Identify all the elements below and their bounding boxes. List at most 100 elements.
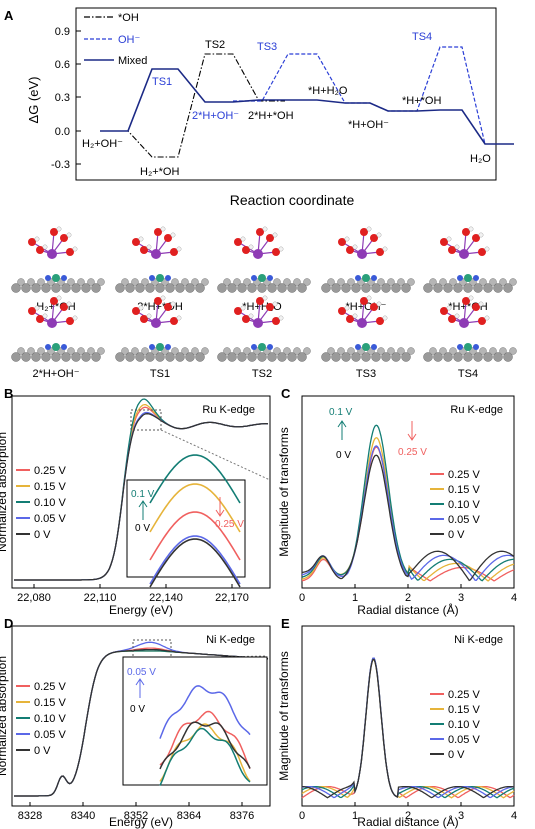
panel-b-xtick-label: 22,140 bbox=[149, 592, 183, 604]
h-atom bbox=[446, 305, 452, 311]
carbon-atom bbox=[191, 347, 199, 355]
panel-b-legend-label: 0.15 V bbox=[34, 481, 66, 493]
panel-d-title: Ni K-edge bbox=[206, 634, 255, 646]
h-atom bbox=[138, 236, 144, 242]
carbon-atom bbox=[473, 283, 483, 293]
carbon-atom bbox=[283, 278, 291, 286]
panel-b-xtick-label: 22,110 bbox=[84, 592, 117, 604]
o-atom bbox=[140, 315, 148, 323]
h-atom bbox=[366, 295, 372, 301]
o-atom bbox=[66, 317, 74, 325]
panel-d-series-v0 bbox=[14, 648, 269, 797]
ni-atom bbox=[362, 274, 370, 282]
panel-b-inset-base-label: 0 V bbox=[135, 523, 150, 534]
carbon-atom bbox=[439, 278, 447, 286]
carbon-atom bbox=[81, 352, 91, 362]
n-atom bbox=[355, 275, 361, 281]
o-atom bbox=[234, 238, 242, 246]
o-atom bbox=[478, 317, 486, 325]
o-atom bbox=[266, 234, 274, 242]
panel-b-inset-series-v0 bbox=[149, 538, 241, 588]
o-atom bbox=[472, 303, 480, 311]
carbon-atom bbox=[171, 347, 179, 355]
panel-b-curves bbox=[14, 398, 269, 581]
o-atom bbox=[140, 246, 148, 254]
carbon-atom bbox=[433, 283, 443, 293]
o-atom bbox=[50, 228, 58, 236]
carbon-atom bbox=[377, 278, 385, 286]
carbon-atom bbox=[141, 278, 149, 286]
panel-e-series-v005 bbox=[301, 657, 515, 799]
carbon-atom bbox=[503, 352, 513, 362]
panel-b-ylabel: Normalized absorption bbox=[0, 432, 9, 552]
carbon-atom bbox=[121, 347, 129, 355]
h-atom bbox=[262, 226, 268, 232]
structure-model: TS4 bbox=[423, 295, 517, 380]
o-atom bbox=[170, 317, 178, 325]
ni-atom bbox=[52, 274, 60, 282]
carbon-atom bbox=[115, 283, 125, 293]
carbon-atom bbox=[443, 352, 453, 362]
carbon-atom bbox=[195, 352, 205, 362]
o-atom bbox=[338, 238, 346, 246]
carbon-atom bbox=[387, 278, 395, 286]
carbon-atom bbox=[27, 347, 35, 355]
carbon-atom bbox=[423, 352, 433, 362]
ni-atom bbox=[258, 343, 266, 351]
n-atom bbox=[149, 344, 155, 350]
carbon-atom bbox=[277, 352, 287, 362]
panel-a-ytick-label: -0.3 bbox=[51, 159, 70, 171]
o-atom bbox=[448, 246, 456, 254]
o-atom bbox=[164, 303, 172, 311]
panel-d-legend-label: 0.05 V bbox=[34, 729, 66, 741]
h-atom bbox=[176, 246, 182, 252]
n-atom bbox=[61, 275, 67, 281]
o-atom bbox=[472, 234, 480, 242]
h-atom bbox=[468, 226, 474, 232]
carbon-atom bbox=[429, 278, 437, 286]
panel-b-up-arrow-icon bbox=[138, 500, 148, 520]
panel-label-b: B bbox=[4, 386, 13, 401]
panel-e-xticks: 0 1 2 3 4 bbox=[299, 802, 517, 822]
o-atom bbox=[154, 297, 162, 305]
carbon-atom bbox=[273, 347, 281, 355]
panel-b-inset-series-v025 bbox=[149, 511, 241, 561]
panel-a-yticks: 0.9 0.6 0.3 0.0 -0.3 bbox=[51, 26, 81, 171]
carbon-atom bbox=[351, 352, 361, 362]
carbon-atom bbox=[11, 283, 21, 293]
panel-e-series-v025 bbox=[301, 657, 515, 799]
panel-d-xticks: 8328 8340 8352 8364 8376 bbox=[18, 802, 254, 822]
carbon-atom bbox=[67, 347, 75, 355]
carbon-atom bbox=[407, 278, 415, 286]
h-atom bbox=[272, 301, 278, 307]
carbon-atom bbox=[509, 347, 517, 355]
carbon-atom bbox=[171, 278, 179, 286]
carbon-atom bbox=[233, 278, 241, 286]
o-atom bbox=[132, 238, 140, 246]
n-atom bbox=[267, 275, 273, 281]
carbon-atom bbox=[27, 278, 35, 286]
panel-c-legend-label: 0 V bbox=[448, 529, 465, 541]
carbon-atom bbox=[87, 278, 95, 286]
panel-c-ru-exafs: Ru K-edge Magnitude of transforms Radial… bbox=[277, 395, 517, 617]
o-atom bbox=[272, 248, 280, 256]
carbon-atom bbox=[227, 352, 237, 362]
carbon-atom bbox=[77, 347, 85, 355]
panel-d-xtick-label: 8364 bbox=[177, 810, 201, 822]
panel-a-xlabel: Reaction coordinate bbox=[230, 192, 355, 208]
panel-d-legend: 0.25 V 0.15 V 0.10 V 0.05 V 0 V bbox=[16, 681, 66, 757]
panel-a-energy-profile: ΔG (eV) Reaction coordinate 0.9 0.6 0.3 0.0… bbox=[26, 7, 514, 208]
carbon-atom bbox=[87, 347, 95, 355]
carbon-atom bbox=[185, 352, 195, 362]
carbon-atom bbox=[463, 283, 473, 293]
carbon-atom bbox=[17, 347, 25, 355]
carbon-atom bbox=[397, 347, 405, 355]
annot-h-oh-minus: *H+OH⁻ bbox=[348, 119, 389, 131]
panel-b-legend-label: 0.05 V bbox=[34, 513, 66, 525]
carbon-atom bbox=[175, 283, 185, 293]
carbon-atom bbox=[489, 278, 497, 286]
carbon-atom bbox=[223, 347, 231, 355]
carbon-atom bbox=[237, 352, 247, 362]
n-atom bbox=[165, 344, 171, 350]
structure-model: TS1 bbox=[115, 295, 209, 380]
